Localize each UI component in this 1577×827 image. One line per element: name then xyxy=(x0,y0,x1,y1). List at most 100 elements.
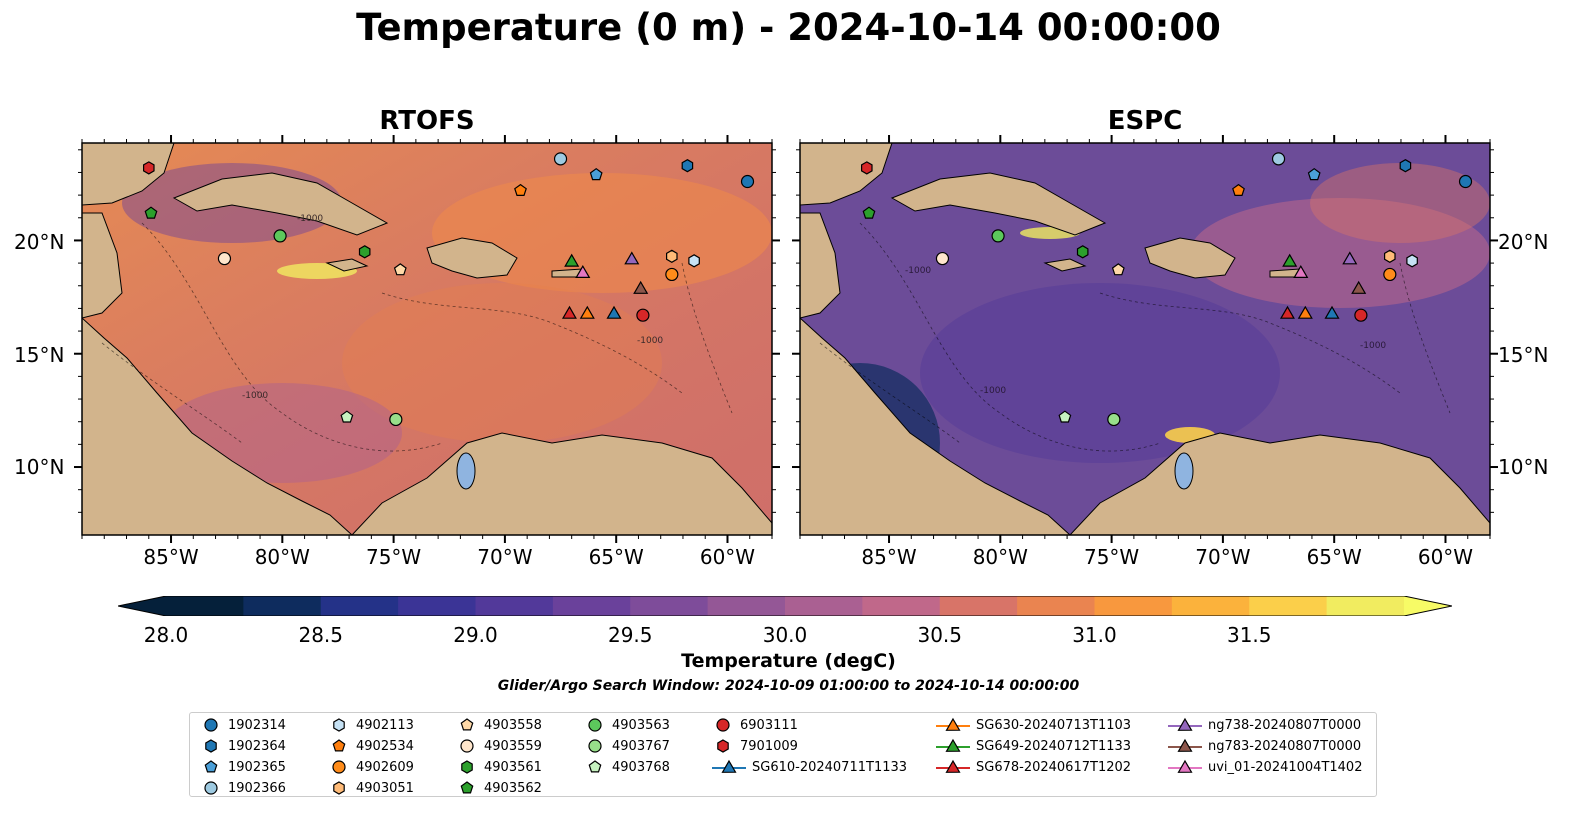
svg-text:-1000: -1000 xyxy=(1360,341,1386,351)
platform-marker-ng783-20240807T0000 xyxy=(633,280,649,294)
legend-item: 7901009 xyxy=(712,736,798,756)
land-yucatan xyxy=(800,212,841,319)
platform-marker-4902534 xyxy=(514,183,527,197)
legend-label: 6903111 xyxy=(740,717,798,733)
platform-marker-1902364 xyxy=(1399,159,1412,173)
land-cuba xyxy=(172,172,389,236)
legend-label: uvi_01-20241004T1402 xyxy=(1208,759,1363,775)
platform-marker-4903767 xyxy=(1107,412,1121,427)
legend-label: 4902113 xyxy=(356,717,414,733)
panel-title-rtofs: RTOFS xyxy=(379,106,475,136)
platform-marker-4902113 xyxy=(1406,254,1418,268)
map-panel-rtofs: -1000 -1000 -1000 xyxy=(74,135,780,543)
lon-label-espc: 70°W xyxy=(1195,545,1251,569)
legend-label: 4903562 xyxy=(484,780,542,796)
colorbar-segment xyxy=(630,596,709,616)
legend-marker-icon xyxy=(717,739,729,753)
colorbar-segment xyxy=(862,596,941,616)
land-yucatan xyxy=(82,212,123,319)
platform-marker-4903051 xyxy=(665,249,678,263)
platform-marker-1902314 xyxy=(740,174,755,189)
legend-marker-icon xyxy=(1168,717,1202,731)
search-window-text: Glider/Argo Search Window: 2024-10-09 01… xyxy=(497,678,1080,694)
platform-marker-SG630-20240713T1103 xyxy=(1297,305,1313,319)
platform-marker-ng738-20240807T0000 xyxy=(1342,251,1358,265)
legend-item: 4903558 xyxy=(456,715,542,735)
platform-marker-4903558 xyxy=(1111,263,1125,276)
legend-marker-icon xyxy=(333,718,345,732)
platform-marker-4903051 xyxy=(1383,249,1396,263)
land-hispaniola xyxy=(1144,237,1236,279)
legend-label: 4902609 xyxy=(356,759,414,775)
land-cuba xyxy=(890,172,1107,236)
platform-marker-1902365 xyxy=(589,167,603,181)
lon-label-rtofs: 80°W xyxy=(254,545,310,569)
legend-marker-icon xyxy=(588,739,602,753)
platform-marker-1902365 xyxy=(1307,167,1321,181)
lat-label-right-20: 20°N xyxy=(1498,230,1549,254)
colorbar-tick-label: 28.5 xyxy=(298,623,344,647)
legend-item: SG649-20240712T1133 xyxy=(936,736,1131,756)
platform-marker-4903561 xyxy=(1076,245,1089,259)
figure-title: Temperature (0 m) - 2024-10-14 00:00:00 xyxy=(356,6,1221,49)
legend-item: 4902113 xyxy=(328,715,414,735)
platform-marker-4903562 xyxy=(862,206,876,219)
lat-label-left-15: 15°N xyxy=(14,343,65,367)
legend: 1902314 1902364 1902365 1902366 4902113 49025… xyxy=(189,712,1377,797)
platform-marker-4903563 xyxy=(991,229,1005,243)
legend-marker-icon xyxy=(460,781,474,794)
legend-item: 4903562 xyxy=(456,778,542,798)
legend-marker-icon xyxy=(204,781,218,795)
colorbar-tick-label: 29.0 xyxy=(453,623,498,647)
legend-item: 4903767 xyxy=(584,736,670,756)
platform-marker-4902609 xyxy=(665,267,679,282)
legend-item: 4902609 xyxy=(328,757,414,777)
platform-marker-SG610-20240711T1133 xyxy=(606,305,622,319)
legend-item: ng738-20240807T0000 xyxy=(1168,715,1361,735)
platform-marker-uvi_01-20241004T1402 xyxy=(1293,265,1309,278)
legend-marker-icon xyxy=(332,739,346,752)
legend-marker-icon xyxy=(461,760,473,774)
legend-marker-icon xyxy=(588,760,602,773)
platform-marker-SG678-20240617T1202 xyxy=(1279,305,1295,319)
platform-marker-7901009 xyxy=(860,161,873,175)
colorbar-segment xyxy=(1017,596,1095,616)
colorbar-tick-label: 31.5 xyxy=(1226,623,1272,647)
svg-text:-1000: -1000 xyxy=(905,266,931,276)
legend-marker-icon xyxy=(460,718,474,731)
platform-marker-1902366 xyxy=(553,152,568,166)
legend-label: 4903558 xyxy=(484,717,542,733)
lon-label-espc: 65°W xyxy=(1306,545,1362,569)
platform-marker-4902113 xyxy=(688,254,700,268)
legend-marker-icon xyxy=(1168,759,1202,773)
platform-marker-4903562 xyxy=(144,206,158,219)
legend-label: 4903561 xyxy=(484,759,542,775)
land-central-america xyxy=(82,317,353,535)
platform-marker-7901009 xyxy=(142,161,155,175)
colorbar-segment xyxy=(320,596,399,616)
legend-label: 4903767 xyxy=(612,738,670,754)
colorbar-segment xyxy=(707,596,786,616)
legend-marker-icon xyxy=(205,739,217,753)
platform-marker-4903767 xyxy=(389,412,403,427)
legend-item: SG678-20240617T1202 xyxy=(936,757,1131,777)
legend-item: 4903768 xyxy=(584,757,670,777)
colorbar-label: Temperature (degC) xyxy=(681,650,896,672)
colorbar-segment xyxy=(1171,596,1250,616)
lon-label-rtofs: 60°W xyxy=(699,545,756,569)
platform-marker-uvi_01-20241004T1402 xyxy=(575,265,591,278)
lon-label-espc: 85°W xyxy=(861,545,917,569)
platform-marker-ng738-20240807T0000 xyxy=(624,251,640,265)
legend-marker-icon xyxy=(1168,738,1202,752)
legend-label: 4902534 xyxy=(356,738,414,754)
land-jamaica xyxy=(1043,258,1087,272)
platform-marker-4902534 xyxy=(1232,183,1245,197)
legend-marker-icon xyxy=(460,739,474,753)
platform-marker-1902364 xyxy=(681,159,694,173)
legend-item: uvi_01-20241004T1402 xyxy=(1168,757,1362,777)
land-hispaniola xyxy=(426,237,518,279)
land-south-america xyxy=(1069,432,1490,535)
legend-label: 1902365 xyxy=(228,759,286,775)
legend-item: 4903563 xyxy=(584,715,670,735)
colorbar-segment xyxy=(166,596,244,616)
